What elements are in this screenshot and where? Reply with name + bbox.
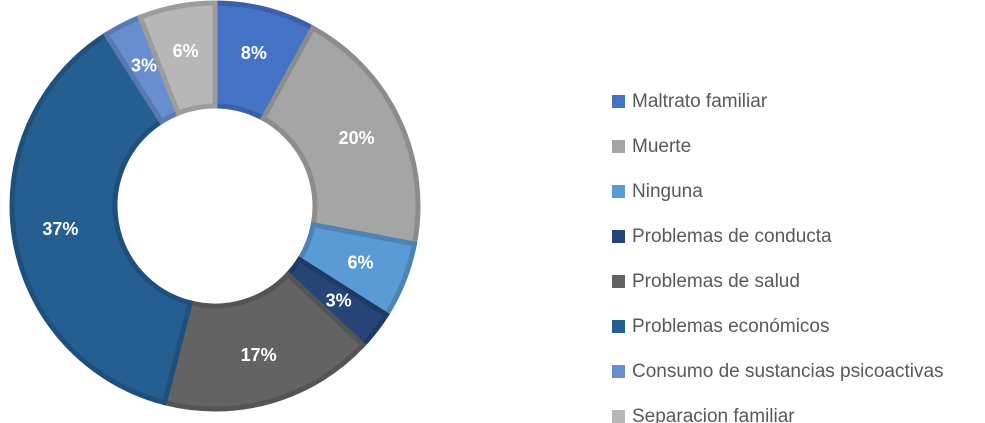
legend-swatch (612, 185, 625, 198)
data-label: 3% (131, 55, 157, 75)
data-label: 6% (173, 41, 199, 61)
legend-label: Problemas de conducta (632, 226, 832, 247)
data-label: 37% (42, 219, 78, 239)
data-label: 20% (339, 128, 375, 148)
legend-swatch (612, 320, 625, 333)
data-label: 8% (241, 43, 267, 63)
legend-label: Problemas de salud (632, 271, 800, 292)
donut-segment (137, 0, 218, 117)
legend-label: Consumo de sustancias psicoactivas (632, 361, 944, 382)
data-label: 3% (326, 291, 352, 311)
donut-segment (259, 24, 421, 247)
legend-swatch (612, 95, 625, 108)
legend-label: Problemas económicos (632, 316, 829, 337)
donut-segment (9, 31, 194, 406)
donut-segment (161, 270, 367, 412)
data-label: 17% (241, 345, 277, 365)
legend-swatch (612, 230, 625, 243)
legend-label: Ninguna (632, 181, 703, 202)
legend-swatch (612, 365, 625, 378)
legend-swatch (612, 140, 625, 153)
data-label: 6% (348, 252, 374, 272)
legend-swatch (612, 275, 625, 288)
legend-label: Muerte (632, 136, 691, 157)
legend-swatch (612, 410, 625, 423)
legend-label: Maltrato familiar (632, 91, 768, 112)
legend-label: Separacion familiar (632, 406, 795, 423)
